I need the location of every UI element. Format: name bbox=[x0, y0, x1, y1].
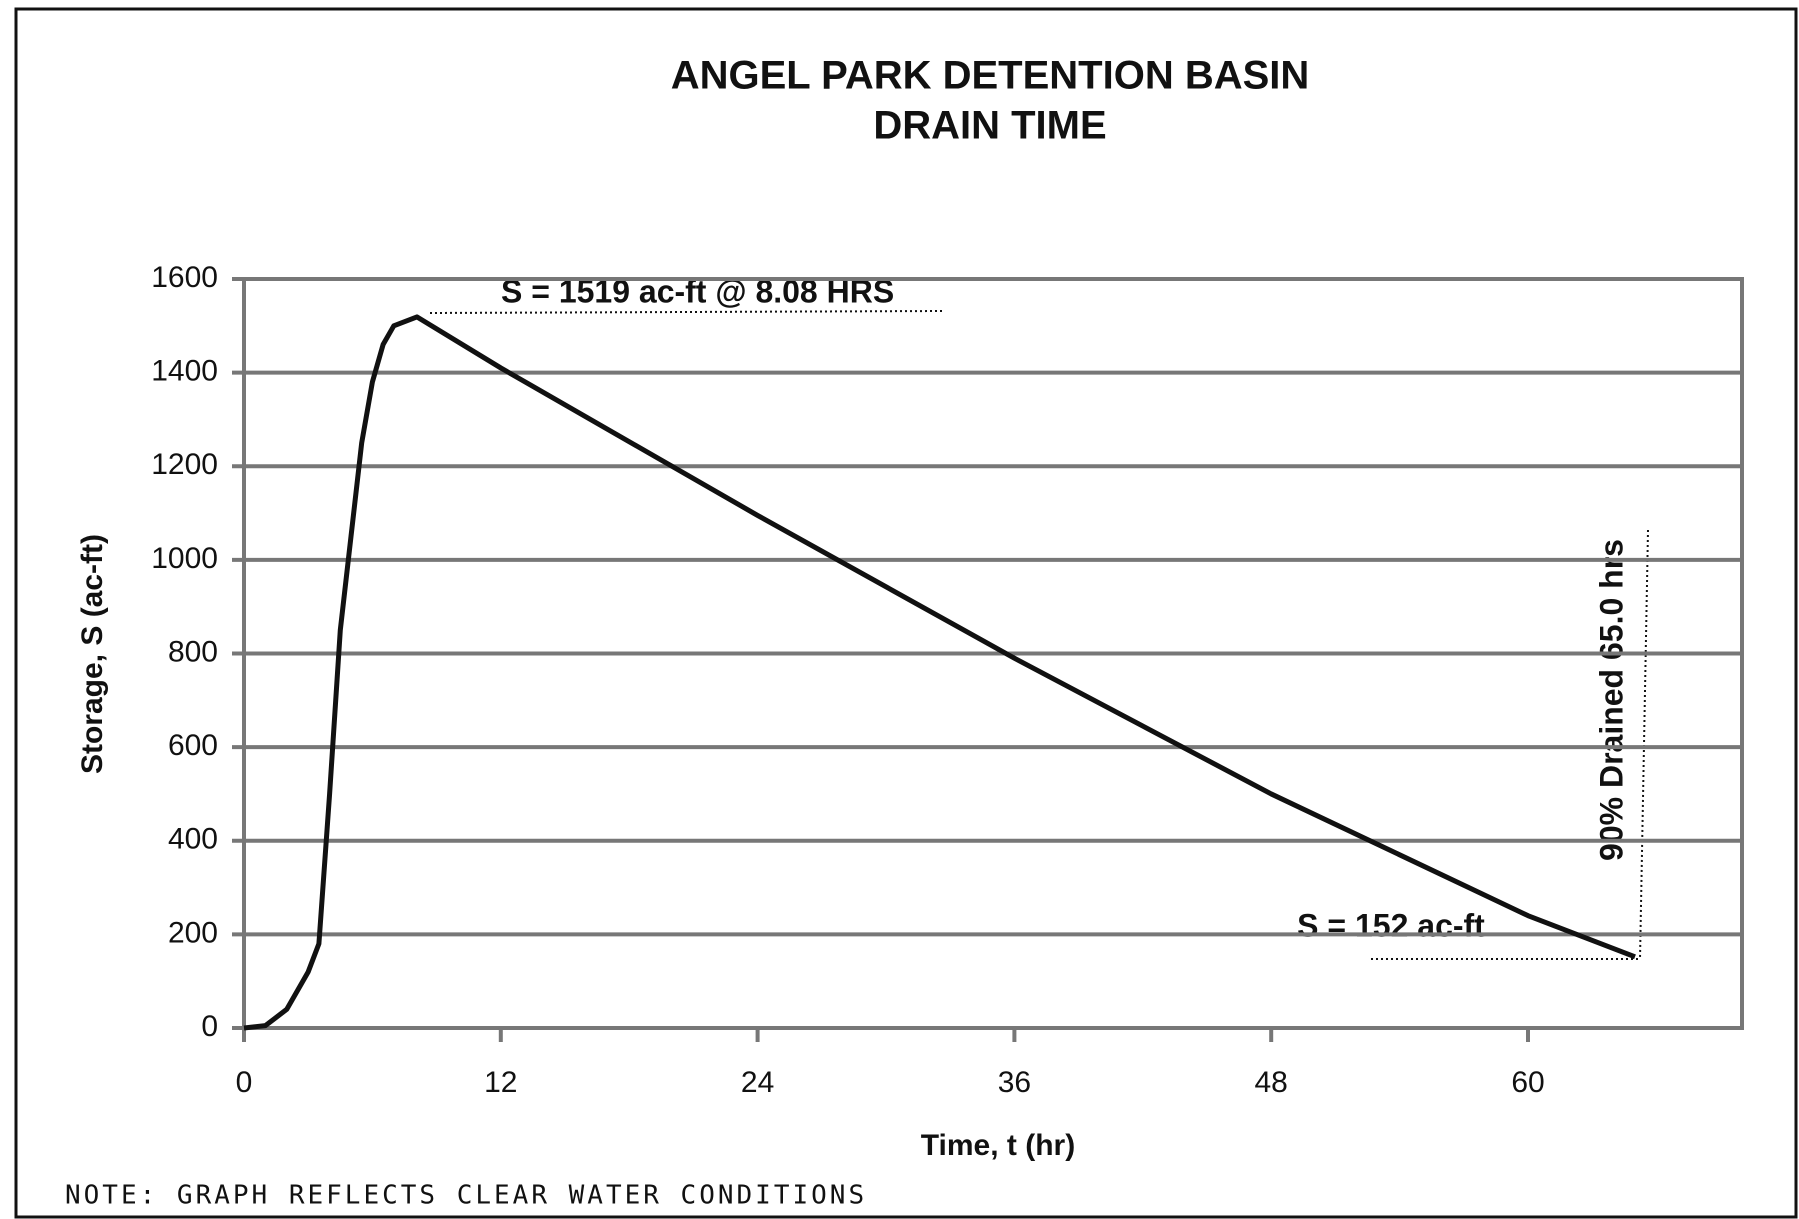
x-tick-label: 12 bbox=[484, 1066, 517, 1099]
note: NOTE: GRAPH REFLECTS CLEAR WATER CONDITI… bbox=[65, 1181, 867, 1211]
y-axis-label: Storage, S (ac-ft) bbox=[76, 534, 109, 774]
y-tick-label: 600 bbox=[168, 729, 218, 762]
y-tick-label: 1600 bbox=[151, 261, 218, 294]
chart-subtitle: DRAIN TIME bbox=[873, 104, 1106, 148]
x-tick-label: 60 bbox=[1511, 1066, 1544, 1099]
data-line bbox=[243, 314, 1636, 1031]
y-tick-label: 0 bbox=[201, 1010, 218, 1043]
y-tick-label: 1400 bbox=[151, 355, 218, 388]
y-tick-label: 400 bbox=[168, 823, 218, 856]
drain-leader bbox=[1639, 529, 1649, 960]
y-tick-label: 200 bbox=[168, 916, 218, 949]
annotation: 90% Drained 65.0 hrs bbox=[1593, 539, 1629, 861]
chart-title: ANGEL PARK DETENTION BASIN bbox=[671, 54, 1310, 98]
y-tick-label: 800 bbox=[168, 635, 218, 668]
x-tick-label: 0 bbox=[236, 1066, 253, 1099]
annotation: S = 152 ac-ft bbox=[1297, 907, 1485, 943]
x-tick-label: 36 bbox=[998, 1066, 1031, 1099]
x-axis-label: Time, t (hr) bbox=[921, 1129, 1075, 1162]
y-tick-label: 1000 bbox=[151, 542, 218, 575]
x-tick-label: 48 bbox=[1255, 1066, 1288, 1099]
y-tick-label: 1200 bbox=[151, 448, 218, 481]
x-tick-label: 24 bbox=[741, 1066, 774, 1099]
peak-leader bbox=[429, 310, 944, 314]
frame bbox=[14, 7, 1798, 1219]
